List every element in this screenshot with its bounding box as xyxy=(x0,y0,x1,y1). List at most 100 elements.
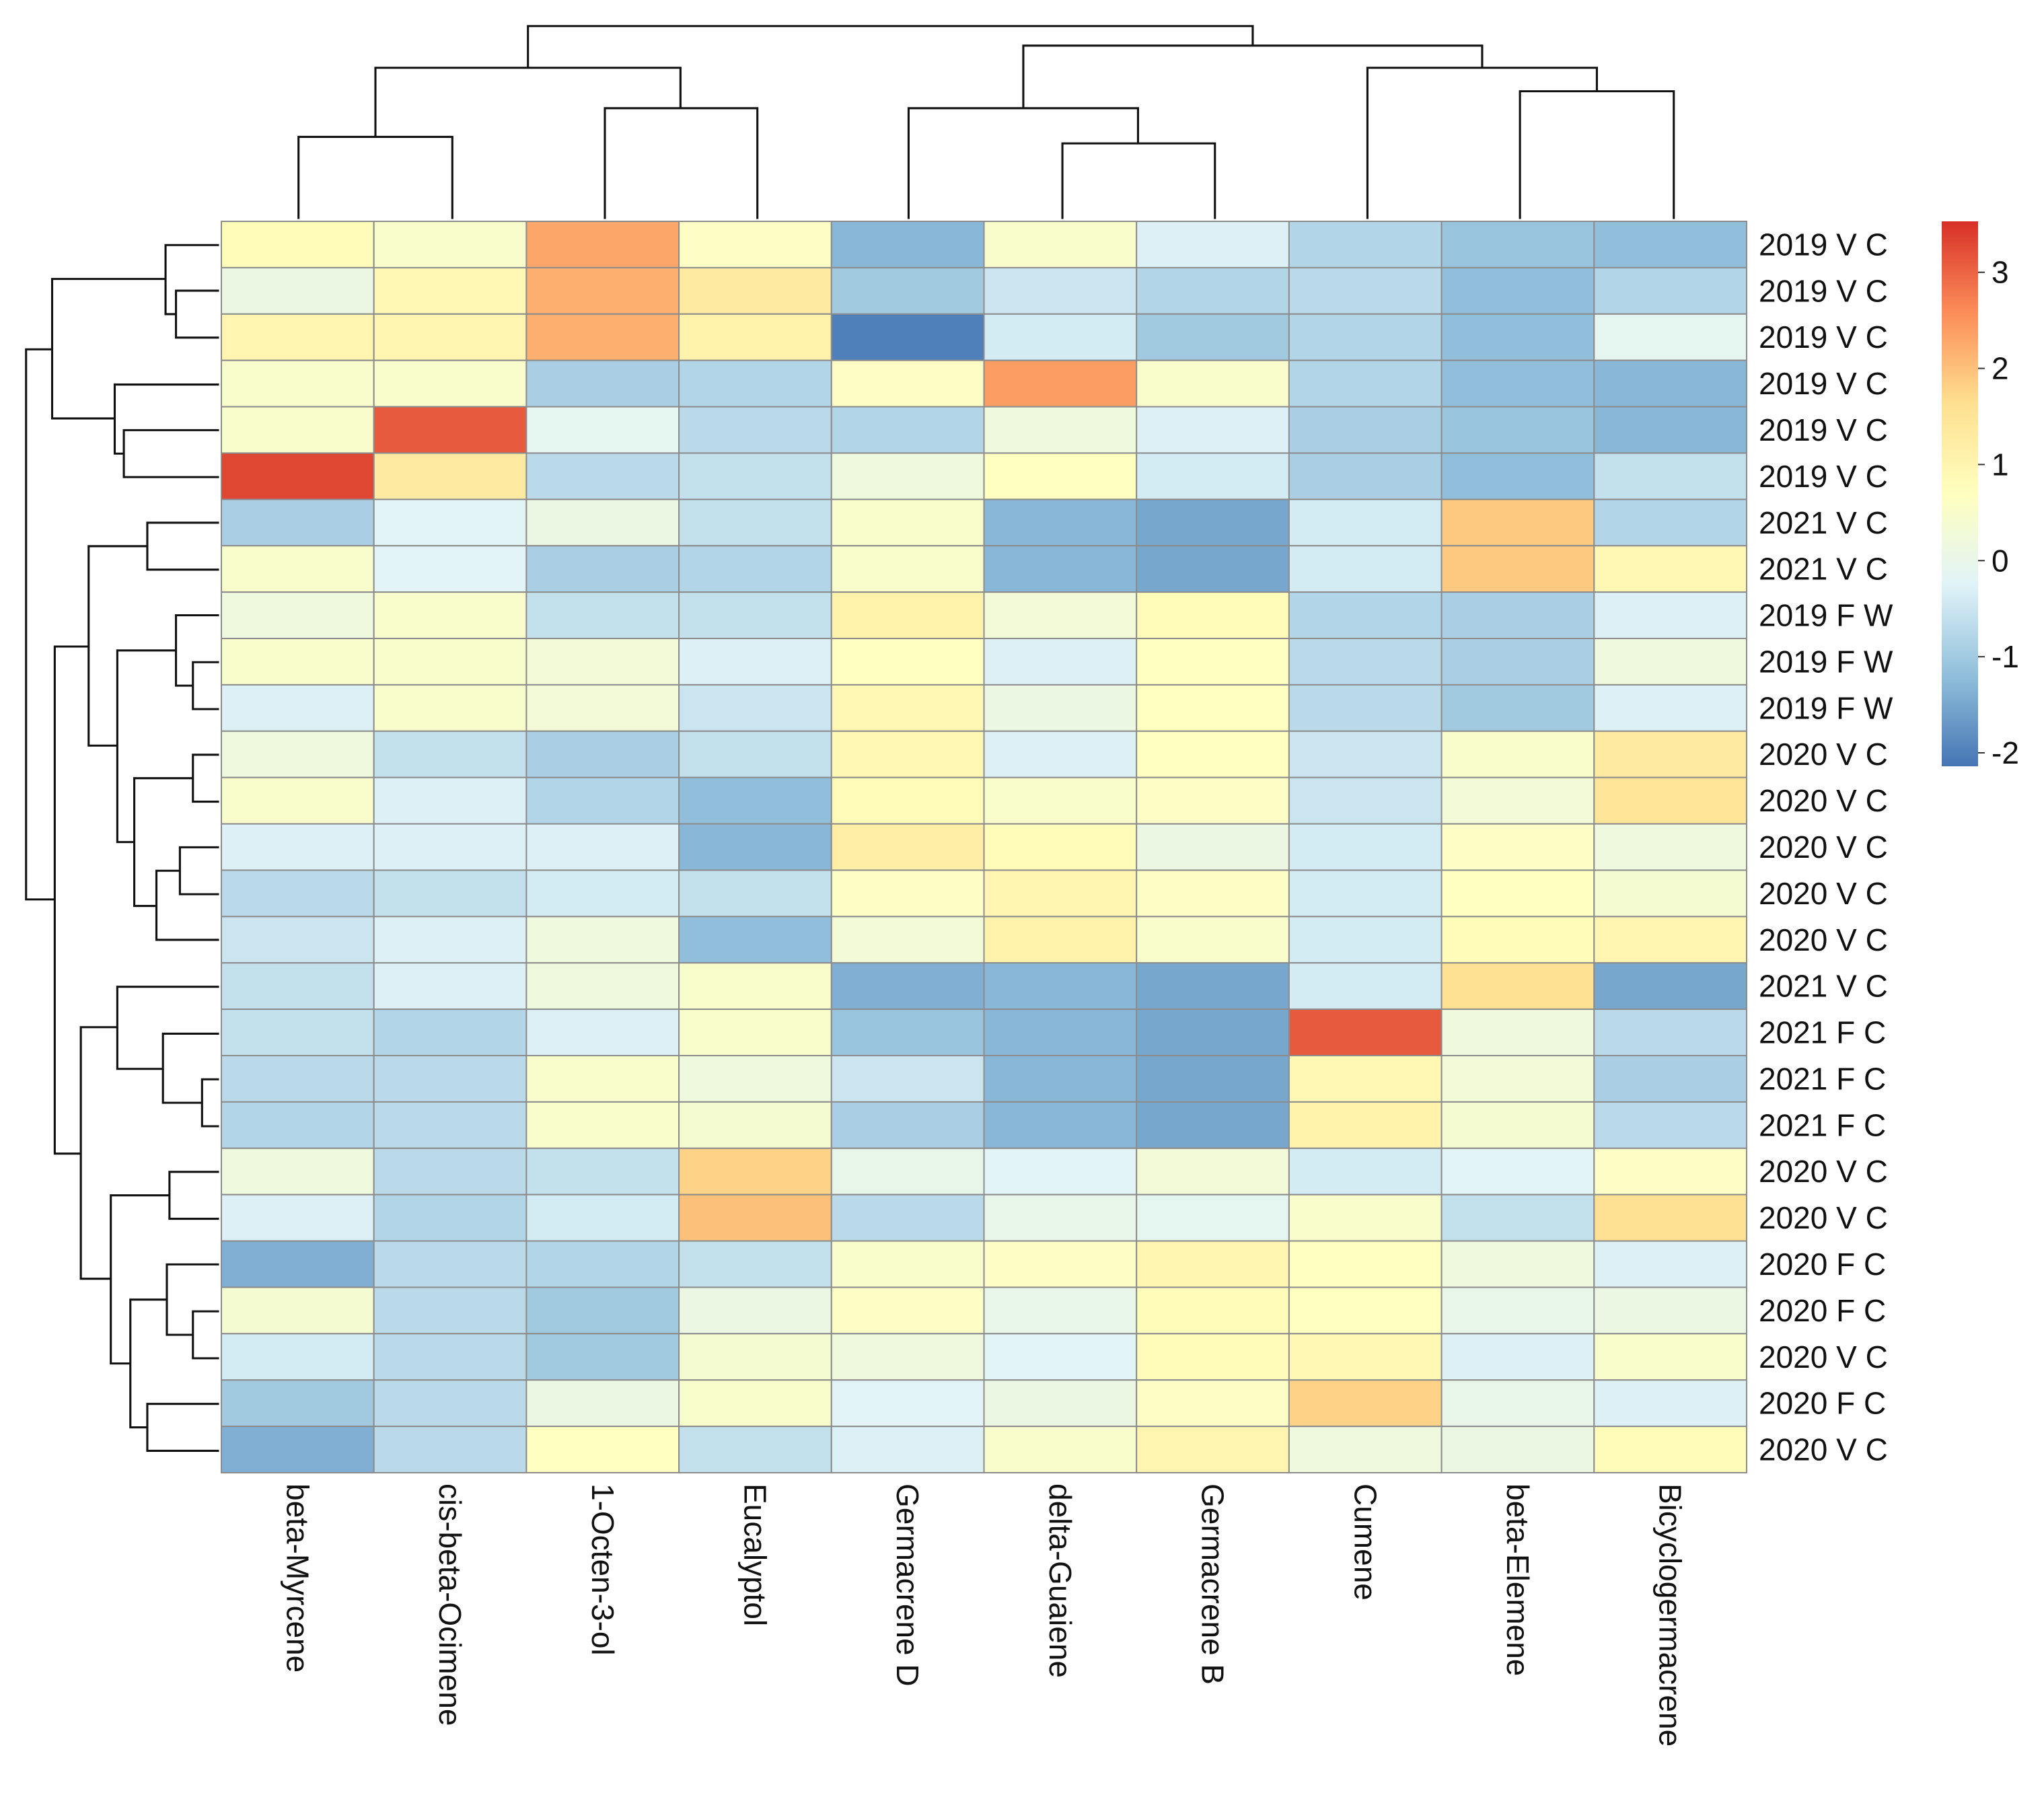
heatmap-cell xyxy=(983,1333,1138,1381)
heatmap-cell xyxy=(1288,499,1443,547)
heatmap-cell xyxy=(830,962,985,1011)
heatmap-cell xyxy=(1593,266,1748,315)
heatmap-cell xyxy=(678,1101,832,1149)
heatmap-cell xyxy=(525,313,680,361)
heatmap-cell xyxy=(221,776,375,825)
heatmap-cell xyxy=(1288,1333,1443,1381)
heatmap-cell xyxy=(678,823,832,871)
colorbar-tick-label: -2 xyxy=(1992,735,2019,770)
heatmap-cell xyxy=(525,823,680,871)
heatmap-cell xyxy=(1440,730,1595,778)
heatmap-cell xyxy=(1136,776,1290,825)
heatmap-cell xyxy=(373,1008,527,1056)
heatmap-cell xyxy=(830,638,985,686)
heatmap-cell xyxy=(525,1055,680,1103)
row-label: 2020 V C xyxy=(1759,737,1888,772)
heatmap-cell xyxy=(221,1379,375,1428)
heatmap-cell xyxy=(830,776,985,825)
heatmap-cell xyxy=(1440,406,1595,454)
heatmap-cell xyxy=(525,1379,680,1428)
heatmap-cell xyxy=(1136,545,1290,593)
heatmap-cell xyxy=(1288,1286,1443,1335)
heatmap-cell xyxy=(373,1286,527,1335)
heatmap-cell xyxy=(1593,591,1748,639)
heatmap-cell xyxy=(830,684,985,732)
heatmap-cell xyxy=(830,359,985,408)
heatmap-cell xyxy=(1440,591,1595,639)
heatmap-cell xyxy=(1288,869,1443,918)
heatmap-cell xyxy=(830,1147,985,1196)
heatmap-cell xyxy=(1136,1426,1290,1473)
heatmap-cell xyxy=(1440,499,1595,547)
heatmap-cell xyxy=(1288,591,1443,639)
row-label: 2021 V C xyxy=(1759,969,1888,1004)
heatmap-cell xyxy=(1136,591,1290,639)
heatmap-cell xyxy=(373,916,527,964)
heatmap-cell xyxy=(525,730,680,778)
heatmap-cell xyxy=(1136,638,1290,686)
heatmap-cell xyxy=(983,406,1138,454)
heatmap-cell xyxy=(221,1055,375,1103)
column-label: 1-Octen-3-ol xyxy=(585,1483,620,1656)
column-label: beta-Myrcene xyxy=(280,1483,315,1673)
heatmap-cell xyxy=(1288,221,1443,268)
row-label: 2020 V C xyxy=(1759,1432,1888,1467)
heatmap-cell xyxy=(221,499,375,547)
heatmap-cell xyxy=(373,1426,527,1473)
heatmap-cell xyxy=(1288,1147,1443,1196)
heatmap-cell xyxy=(221,545,375,593)
heatmap-cell xyxy=(1136,962,1290,1011)
heatmap-cell xyxy=(1440,1379,1595,1428)
heatmap-cell xyxy=(525,359,680,408)
heatmap-cell xyxy=(1593,1008,1748,1056)
heatmap-cell xyxy=(983,591,1138,639)
heatmap-cell xyxy=(1136,916,1290,964)
heatmap-cell xyxy=(373,1101,527,1149)
heatmap-cell xyxy=(373,221,527,268)
heatmap-cell xyxy=(1593,869,1748,918)
colorbar-tick-label: 2 xyxy=(1992,351,2009,386)
heatmap-cell xyxy=(1440,359,1595,408)
heatmap-cell xyxy=(1288,1008,1443,1056)
heatmap-cell xyxy=(525,1333,680,1381)
heatmap-cell xyxy=(830,1240,985,1288)
heatmap-cell xyxy=(983,1240,1138,1288)
heatmap-cell xyxy=(1440,1333,1595,1381)
heatmap-cell xyxy=(830,1008,985,1056)
heatmap-cell xyxy=(373,359,527,408)
heatmap-cell xyxy=(983,684,1138,732)
heatmap-cell xyxy=(983,1101,1138,1149)
heatmap-cell xyxy=(221,359,375,408)
heatmap-cell xyxy=(1440,823,1595,871)
heatmap-cell xyxy=(1593,545,1748,593)
heatmap-cell xyxy=(525,591,680,639)
heatmap-cell xyxy=(830,1055,985,1103)
column-dendrogram xyxy=(297,25,1675,219)
heatmap-cell xyxy=(1136,1240,1290,1288)
heatmap-cell xyxy=(373,962,527,1011)
heatmap-cell xyxy=(678,452,832,501)
heatmap-cell xyxy=(983,1055,1138,1103)
heatmap-cell xyxy=(525,1286,680,1335)
row-label: 2019 V C xyxy=(1759,227,1888,262)
row-label: 2019 V C xyxy=(1759,412,1888,447)
heatmap-cell xyxy=(678,1426,832,1473)
heatmap-cell xyxy=(678,359,832,408)
heatmap-cell xyxy=(1136,1333,1290,1381)
row-label: 2019 F W xyxy=(1759,644,1893,679)
heatmap-cell xyxy=(1440,1008,1595,1056)
heatmap-cell xyxy=(678,684,832,732)
heatmap-cell xyxy=(221,591,375,639)
heatmap-cell xyxy=(678,1379,832,1428)
heatmap-cell xyxy=(373,1333,527,1381)
row-label: 2021 F C xyxy=(1759,1107,1886,1142)
heatmap-cell xyxy=(678,962,832,1011)
heatmap-cell xyxy=(1288,266,1443,315)
heatmap-cell xyxy=(1440,452,1595,501)
heatmap-cell xyxy=(525,1426,680,1473)
heatmap-cell xyxy=(1288,406,1443,454)
heatmap-cell xyxy=(221,638,375,686)
heatmap-cell xyxy=(1136,406,1290,454)
heatmap-cell xyxy=(1440,1240,1595,1288)
heatmap-cell xyxy=(1440,962,1595,1011)
